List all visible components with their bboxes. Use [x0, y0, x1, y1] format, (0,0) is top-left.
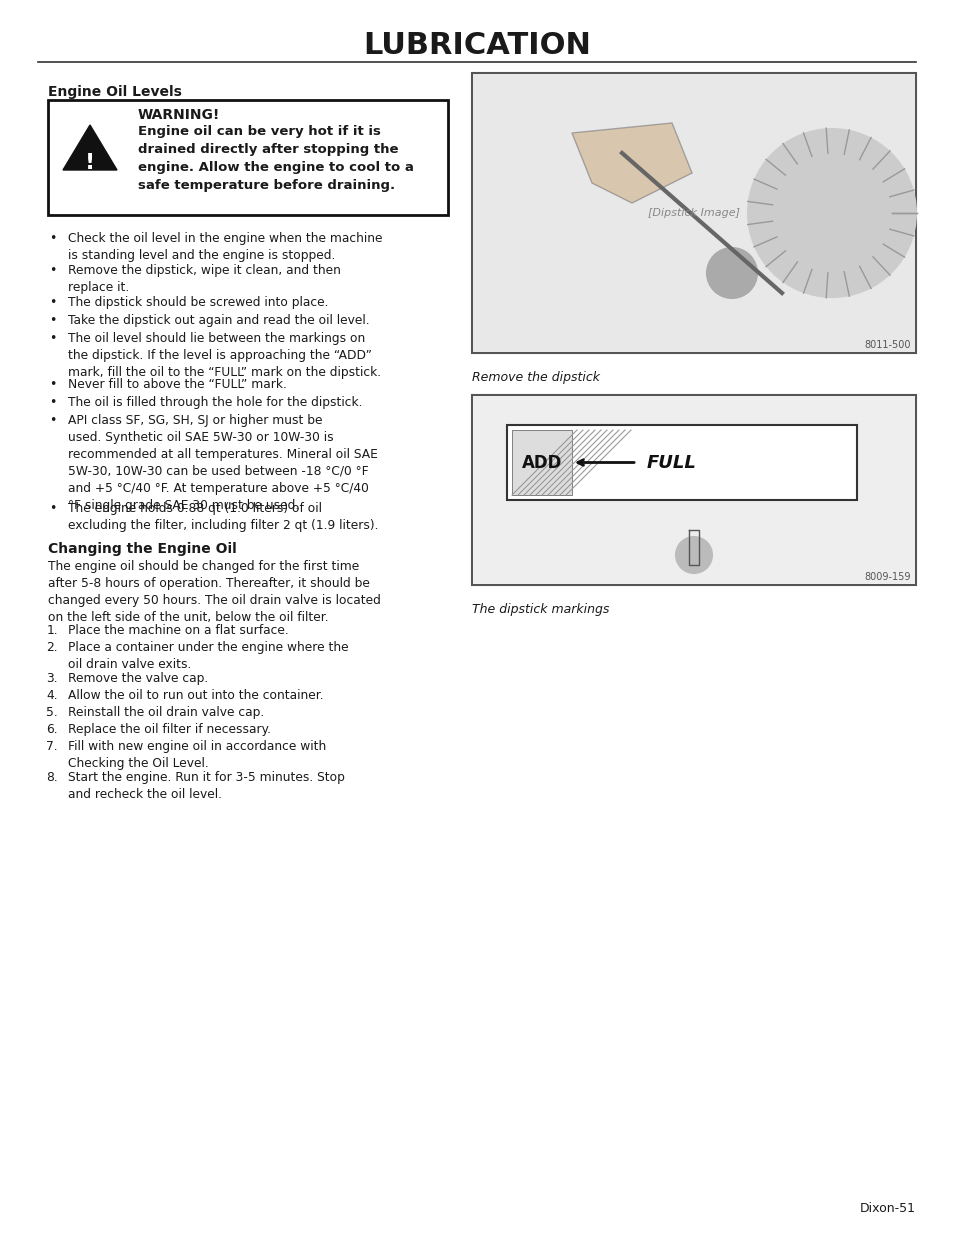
Text: Never fill to above the “FULL” mark.: Never fill to above the “FULL” mark.: [68, 378, 287, 391]
Text: The oil level should lie between the markings on
the dipstick. If the level is a: The oil level should lie between the mar…: [68, 332, 381, 379]
Text: Remove the valve cap.: Remove the valve cap.: [68, 672, 208, 685]
Polygon shape: [572, 124, 691, 203]
FancyBboxPatch shape: [512, 430, 572, 495]
Text: 3.: 3.: [47, 672, 58, 685]
Text: •: •: [50, 378, 56, 391]
Text: 2.: 2.: [47, 641, 58, 655]
Text: •: •: [50, 314, 56, 327]
Circle shape: [746, 128, 916, 298]
Circle shape: [706, 248, 757, 298]
Text: 1.: 1.: [47, 624, 58, 637]
Text: 8011-500: 8011-500: [863, 340, 910, 350]
Text: 5.: 5.: [46, 706, 58, 719]
Text: WARNING!: WARNING!: [138, 107, 220, 122]
Text: Dixon-51: Dixon-51: [859, 1202, 915, 1215]
Text: •: •: [50, 264, 56, 277]
Text: The engine oil should be changed for the first time
after 5-8 hours of operation: The engine oil should be changed for the…: [48, 559, 380, 624]
Text: [Dipstick Image]: [Dipstick Image]: [647, 207, 740, 219]
Text: •: •: [50, 232, 56, 245]
Text: The engine holds 0.88 qt (1.0 liters) of oil
excluding the filter, including fil: The engine holds 0.88 qt (1.0 liters) of…: [68, 501, 378, 532]
Circle shape: [676, 537, 711, 573]
FancyBboxPatch shape: [472, 395, 915, 585]
Text: FULL: FULL: [646, 453, 696, 472]
Text: The oil is filled through the hole for the dipstick.: The oil is filled through the hole for t…: [68, 396, 362, 409]
Text: Take the dipstick out again and read the oil level.: Take the dipstick out again and read the…: [68, 314, 369, 327]
Text: !: !: [85, 153, 95, 173]
Text: Replace the oil filter if necessary.: Replace the oil filter if necessary.: [68, 722, 271, 736]
Text: •: •: [50, 414, 56, 427]
Text: The dipstick should be screwed into place.: The dipstick should be screwed into plac…: [68, 296, 328, 309]
Text: •: •: [50, 501, 56, 515]
Text: •: •: [50, 296, 56, 309]
Text: 6.: 6.: [47, 722, 58, 736]
Text: ADD: ADD: [521, 453, 561, 472]
FancyBboxPatch shape: [473, 396, 914, 584]
Text: •: •: [50, 396, 56, 409]
Text: LUBRICATION: LUBRICATION: [363, 31, 590, 59]
Text: Changing the Engine Oil: Changing the Engine Oil: [48, 542, 236, 556]
Text: Remove the dipstick, wipe it clean, and then
replace it.: Remove the dipstick, wipe it clean, and …: [68, 264, 340, 294]
Text: 7.: 7.: [47, 740, 58, 753]
Text: Fill with new engine oil in accordance with
Checking the Oil Level.: Fill with new engine oil in accordance w…: [68, 740, 326, 769]
Text: Place a container under the engine where the
oil drain valve exits.: Place a container under the engine where…: [68, 641, 348, 671]
Text: •: •: [50, 332, 56, 345]
Text: Remove the dipstick: Remove the dipstick: [472, 370, 599, 384]
Text: 8.: 8.: [46, 771, 58, 784]
Text: The dipstick markings: The dipstick markings: [472, 603, 609, 616]
Text: API class SF, SG, SH, SJ or higher must be
used. Synthetic oil SAE 5W-30 or 10W-: API class SF, SG, SH, SJ or higher must …: [68, 414, 377, 513]
Text: Engine oil can be very hot if it is
drained directly after stopping the
engine. : Engine oil can be very hot if it is drai…: [138, 125, 414, 191]
Polygon shape: [63, 125, 117, 170]
Text: 4.: 4.: [47, 689, 58, 701]
FancyBboxPatch shape: [472, 73, 915, 353]
FancyBboxPatch shape: [473, 74, 914, 352]
Text: Allow the oil to run out into the container.: Allow the oil to run out into the contai…: [68, 689, 323, 701]
Text: Check the oil level in the engine when the machine
is standing level and the eng: Check the oil level in the engine when t…: [68, 232, 382, 262]
Text: Reinstall the oil drain valve cap.: Reinstall the oil drain valve cap.: [68, 706, 264, 719]
Text: Start the engine. Run it for 3-5 minutes. Stop
and recheck the oil level.: Start the engine. Run it for 3-5 minutes…: [68, 771, 345, 802]
FancyBboxPatch shape: [48, 100, 448, 215]
Text: Place the machine on a flat surface.: Place the machine on a flat surface.: [68, 624, 289, 637]
Text: 8009-159: 8009-159: [863, 572, 910, 582]
Text: Engine Oil Levels: Engine Oil Levels: [48, 85, 182, 99]
FancyBboxPatch shape: [506, 425, 856, 500]
